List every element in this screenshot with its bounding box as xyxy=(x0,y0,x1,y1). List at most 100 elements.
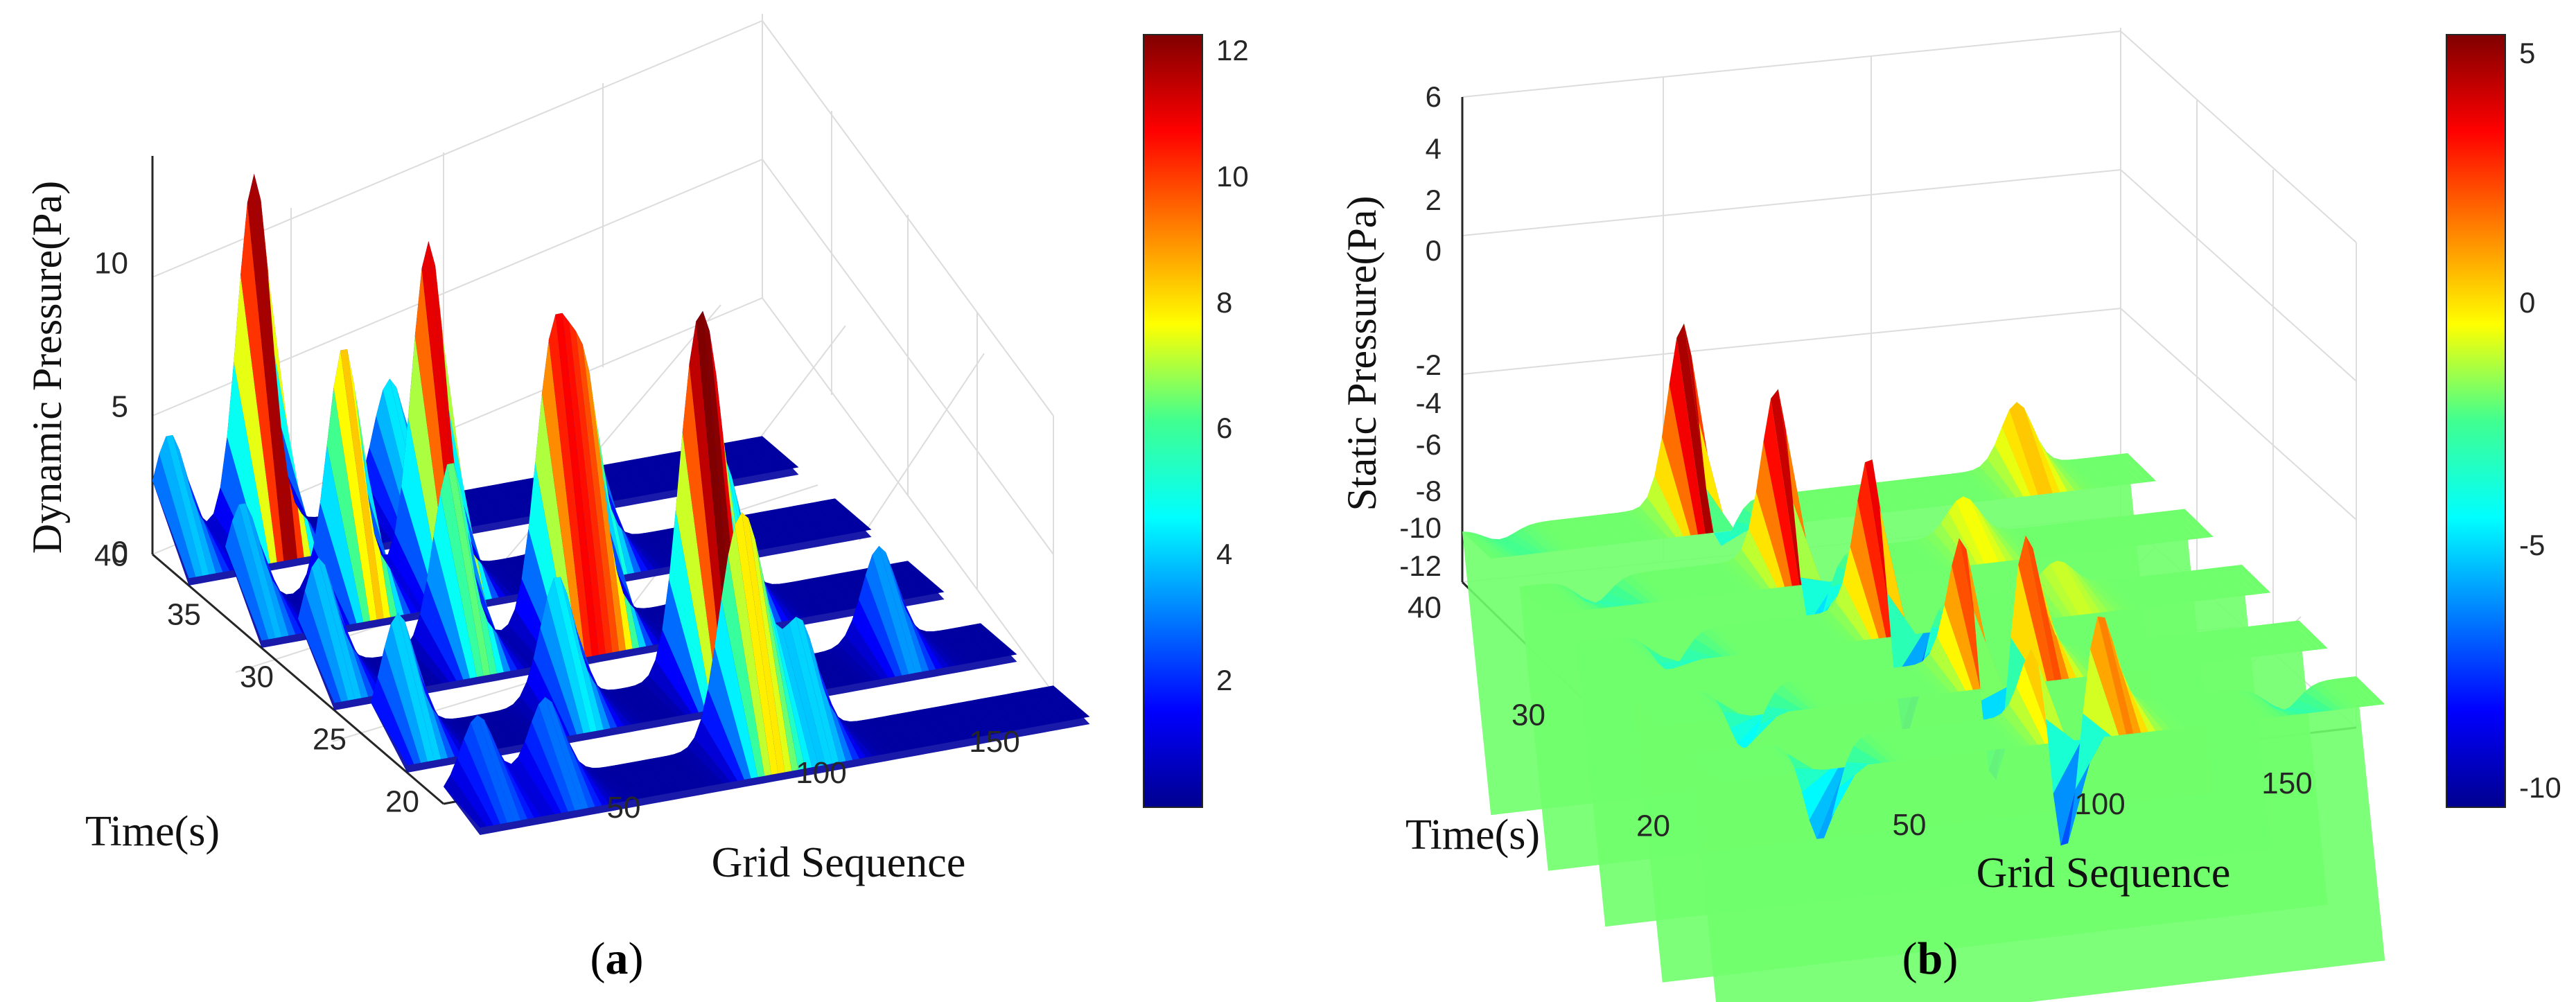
surface-facet xyxy=(620,460,663,493)
surface-facet xyxy=(484,719,527,820)
x-tick-label: 150 xyxy=(2261,766,2312,800)
surface-facet xyxy=(891,714,934,747)
surface-facet xyxy=(1963,496,1999,563)
surface-facet xyxy=(1648,695,1685,725)
surface-facet xyxy=(884,715,927,748)
z-tick-label: 10 xyxy=(94,247,128,281)
panel-b-caption: (b) xyxy=(1902,933,1959,984)
surface-facet xyxy=(505,760,548,817)
surface-facet xyxy=(2240,626,2277,656)
surface-facet xyxy=(560,577,604,731)
z-tick-label: -10 xyxy=(1399,511,1442,544)
surface-facet xyxy=(1599,639,1635,668)
panel-a-y-axis-label: Time(s) xyxy=(85,808,220,855)
surface-facet xyxy=(2017,402,2053,494)
surface-facet xyxy=(836,715,880,757)
surface-facet xyxy=(894,562,938,595)
surface-facet xyxy=(2284,621,2321,651)
surface-facet xyxy=(313,502,357,625)
surface-facet xyxy=(1965,470,2001,500)
surface-facet xyxy=(1706,489,1742,534)
surface-facet xyxy=(1749,491,1785,588)
surface-facet xyxy=(152,453,196,579)
surface-facet xyxy=(2216,692,2252,721)
surface-facet xyxy=(1621,638,1657,665)
surface-facet xyxy=(913,623,956,667)
surface-facet xyxy=(1803,677,1840,707)
surface-facet xyxy=(2051,523,2088,553)
surface-facet xyxy=(2131,577,2167,606)
y-tick-label: 40 xyxy=(94,539,128,573)
surface-facet xyxy=(547,578,590,734)
surface-facet xyxy=(1926,531,1963,568)
surface-facet xyxy=(482,561,526,594)
surface-facet xyxy=(593,767,636,801)
surface-facet xyxy=(1728,748,1764,778)
surface-facet xyxy=(1944,565,1981,690)
surface-facet xyxy=(1876,482,1913,511)
colorbar-tick-label: -5 xyxy=(2519,529,2545,561)
surface-facet xyxy=(1706,751,1742,780)
surface-facet xyxy=(2090,616,2126,736)
surface-facet xyxy=(2101,580,2138,609)
surface-facet xyxy=(1904,540,1940,570)
surface-facet xyxy=(2076,458,2112,487)
surface-facet xyxy=(1805,614,1842,644)
surface-facet xyxy=(587,670,631,726)
z-tick-label: 5 xyxy=(112,390,128,424)
surface-facet xyxy=(2162,510,2199,540)
surface-facet xyxy=(2046,452,2083,491)
surface-facet xyxy=(2230,690,2267,719)
surface-facet xyxy=(2312,682,2348,710)
panel-a-z-ticks: 0 5 10 xyxy=(94,247,128,570)
surface-facet xyxy=(1789,679,1825,708)
surface-facet xyxy=(540,597,584,735)
surface-facet xyxy=(380,554,425,613)
surface-facet xyxy=(601,688,645,723)
surface-facet xyxy=(1543,520,1580,550)
colorbar-tick-label: 0 xyxy=(2519,286,2535,319)
surface-facet xyxy=(493,710,536,744)
surface-facet xyxy=(1699,421,1735,531)
surface-facet xyxy=(562,313,606,656)
surface-facet xyxy=(1850,500,1886,639)
surface-facet xyxy=(952,703,995,736)
surface-facet xyxy=(1892,667,1929,696)
surface-facet xyxy=(477,486,521,520)
surface-facet xyxy=(1972,466,2008,500)
surface-facet xyxy=(457,738,500,825)
surface-facet xyxy=(789,616,832,765)
surface-facet xyxy=(333,350,377,621)
surface-facet xyxy=(2074,520,2110,550)
surface-facet xyxy=(1641,696,1678,726)
surface-facet xyxy=(1732,623,1768,653)
surface-facet xyxy=(1822,578,1859,614)
surface-facet xyxy=(479,713,523,746)
surface-facet xyxy=(2151,637,2188,666)
surface-facet xyxy=(2103,517,2140,547)
surface-facet xyxy=(1462,531,1498,559)
surface-facet xyxy=(1519,586,1556,615)
surface-facet xyxy=(1608,584,1645,604)
surface-facet xyxy=(1839,762,1875,789)
surface-facet xyxy=(2071,568,2108,613)
surface-facet xyxy=(1672,658,1709,669)
surface-facet xyxy=(1905,728,1942,757)
surface-facet xyxy=(1884,480,1920,510)
surface-facet xyxy=(2290,699,2326,712)
surface-facet xyxy=(1678,692,1715,721)
surface-facet xyxy=(1987,445,2024,498)
surface-facet xyxy=(1588,515,1624,545)
surface-facet xyxy=(2146,574,2182,604)
surface-facet xyxy=(799,579,843,612)
surface-facet xyxy=(1831,764,1868,818)
surface-facet xyxy=(1680,649,1717,660)
surface-facet xyxy=(2097,616,2134,735)
surface-facet xyxy=(1983,594,2019,623)
surface-facet xyxy=(2049,561,2086,615)
surface-facet xyxy=(1877,669,1914,698)
surface-facet xyxy=(166,434,209,576)
surface-facet xyxy=(398,613,441,761)
surface-facet xyxy=(440,464,484,678)
surface-facet xyxy=(801,503,845,536)
